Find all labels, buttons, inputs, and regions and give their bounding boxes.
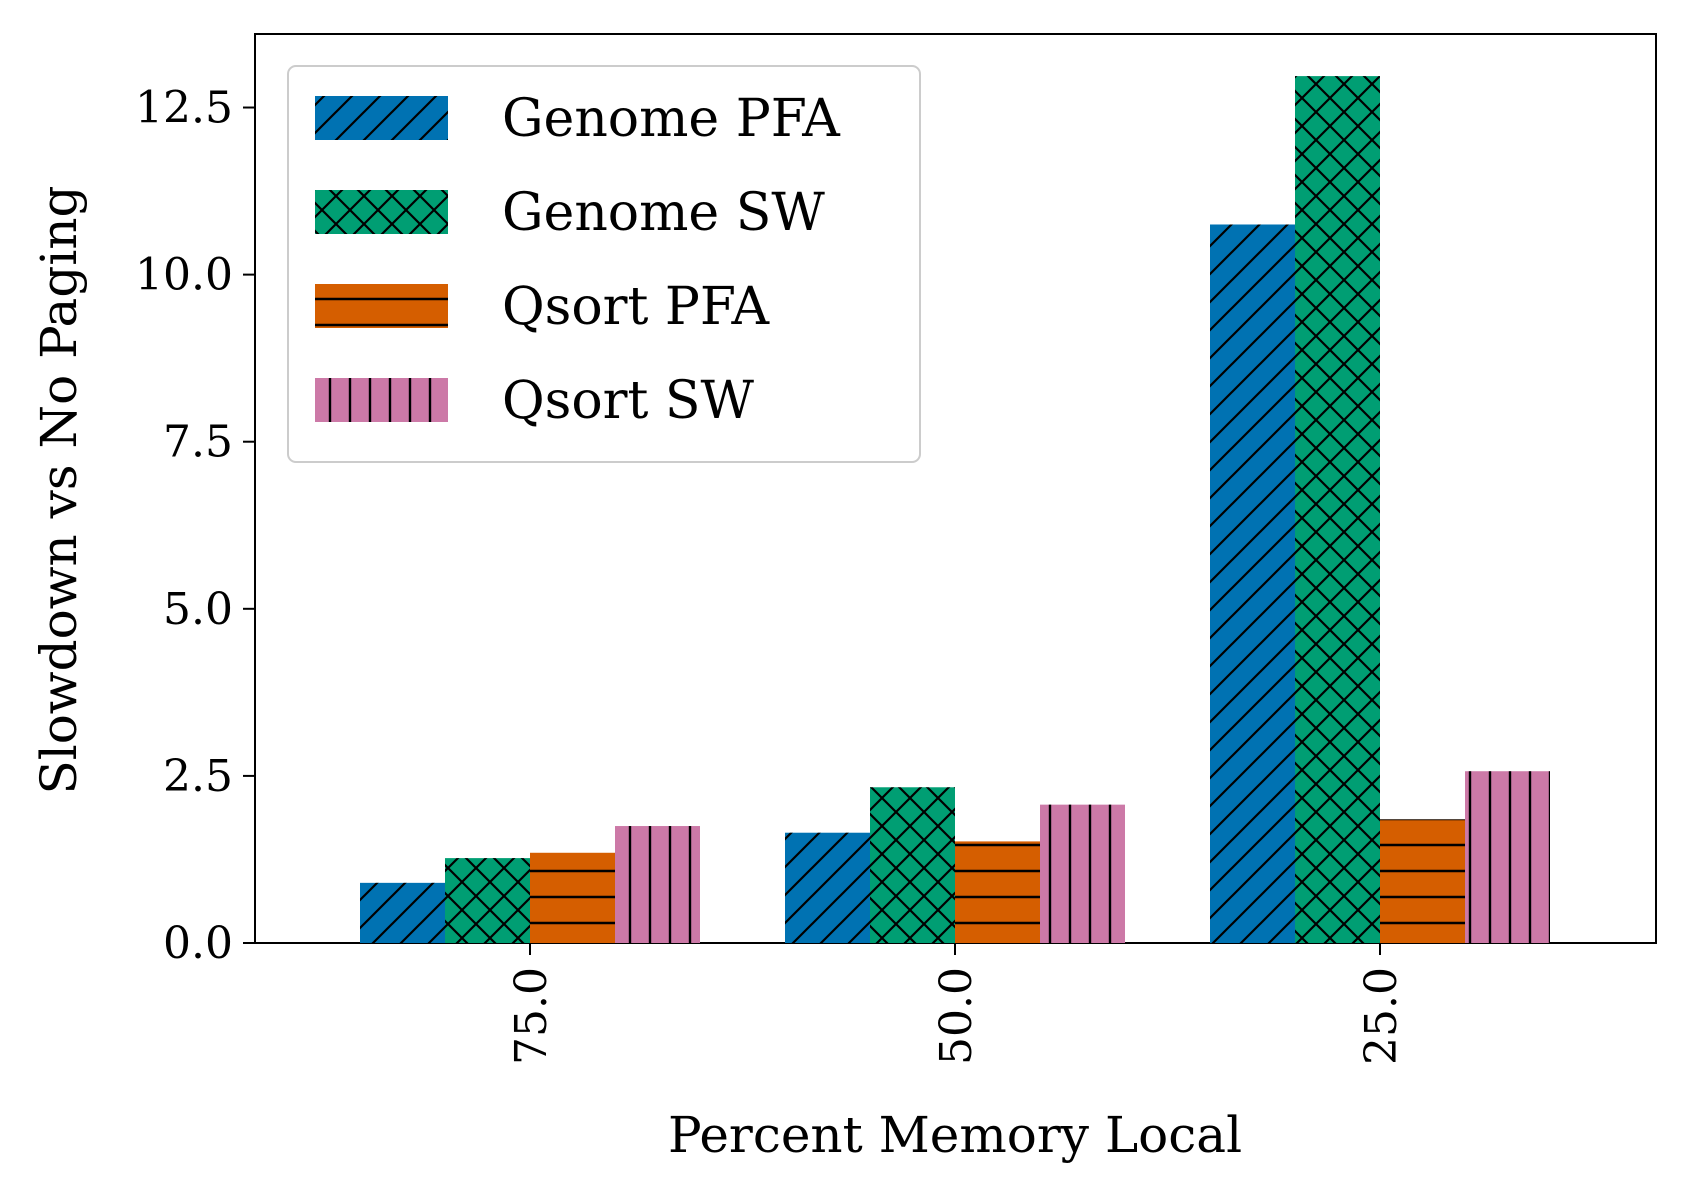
x-axis-title: Percent Memory Local bbox=[668, 1106, 1242, 1164]
legend-swatch-hatch-qsort-sw bbox=[315, 378, 448, 422]
bar-qsort-pfa-25-0-hatch bbox=[1380, 819, 1465, 943]
y-axis: 0.0 2.5 5.0 7.5 10.0 12.5 bbox=[135, 83, 255, 969]
legend-label-genome-pfa: Genome PFA bbox=[502, 89, 841, 149]
legend-swatch-hatch-qsort-pfa bbox=[315, 284, 448, 328]
bar-qsort-pfa-50-0-hatch bbox=[955, 841, 1040, 943]
bar-genome-sw-50-0-hatch bbox=[870, 787, 955, 943]
bar-genome-sw-25-0-hatch bbox=[1295, 76, 1380, 943]
y-tick-label: 12.5 bbox=[135, 83, 233, 134]
legend-label-qsort-pfa: Qsort PFA bbox=[502, 277, 770, 337]
y-tick-label: 5.0 bbox=[163, 584, 233, 635]
bar-genome-pfa-25-0-hatch bbox=[1210, 224, 1295, 944]
bar-qsort-pfa-75-0-hatch bbox=[530, 852, 615, 943]
bar-genome-pfa-75-0-hatch bbox=[360, 882, 445, 943]
bar-qsort-sw-25-0-hatch bbox=[1465, 771, 1550, 943]
y-axis-title: Slowdown vs No Paging bbox=[30, 185, 88, 794]
x-tick-label: 50.0 bbox=[931, 967, 982, 1065]
y-tick-label: 0.0 bbox=[163, 918, 233, 969]
bars-group bbox=[360, 76, 1550, 944]
legend-frame bbox=[287, 65, 921, 463]
x-tick-label: 75.0 bbox=[506, 967, 557, 1065]
legend-swatch-hatch-genome-sw bbox=[315, 190, 448, 234]
bar-genome-sw-75-0-hatch bbox=[445, 858, 530, 943]
legend-swatch-hatch-genome-pfa bbox=[315, 96, 448, 140]
legend-label-qsort-sw: Qsort SW bbox=[502, 371, 755, 431]
x-axis: 75.0 50.0 25.0 bbox=[506, 943, 1407, 1065]
y-tick-label: 10.0 bbox=[135, 250, 233, 301]
y-tick-label: 2.5 bbox=[163, 751, 233, 802]
bar-qsort-sw-50-0-hatch bbox=[1040, 804, 1125, 943]
y-tick-label: 7.5 bbox=[163, 417, 233, 468]
bar-qsort-sw-75-0-hatch bbox=[615, 826, 700, 943]
bar-genome-pfa-50-0-hatch bbox=[785, 832, 870, 943]
x-tick-label: 25.0 bbox=[1356, 967, 1407, 1065]
legend: Genome PFA Genome SW Qsort PFA Qsort SW bbox=[287, 65, 921, 463]
legend-label-genome-sw: Genome SW bbox=[502, 183, 825, 243]
